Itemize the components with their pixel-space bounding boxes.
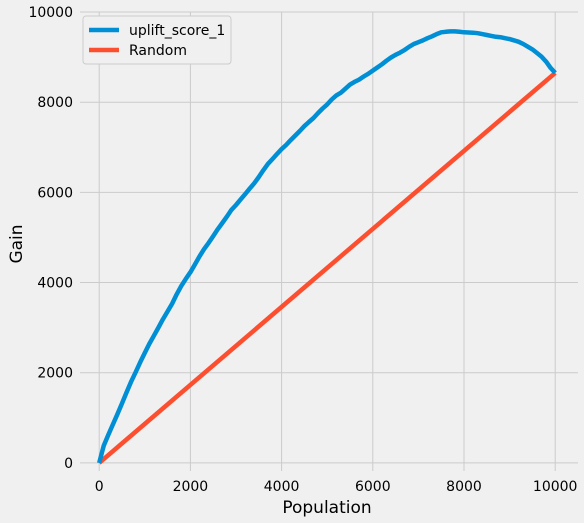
y-tick-labels: 0 2000 4000 6000 8000 10000 xyxy=(28,5,73,472)
legend-box xyxy=(82,15,232,65)
legend: uplift_score_1 Random xyxy=(82,15,232,65)
x-tick-label: 4000 xyxy=(264,479,300,495)
y-tick-label: 6000 xyxy=(37,185,73,201)
series-line-random xyxy=(97,71,557,465)
series-line-uplift-score-1 xyxy=(97,29,557,464)
legend-label-random: Random xyxy=(129,43,187,59)
x-tick-label: 8000 xyxy=(446,479,482,495)
y-tick-label: 8000 xyxy=(37,95,73,111)
x-tick-label: 0 xyxy=(95,479,104,495)
grid xyxy=(80,11,578,471)
x-axis-label: Population xyxy=(282,498,371,518)
y-tick-label: 10000 xyxy=(28,5,73,21)
x-tick-label: 6000 xyxy=(355,479,391,495)
y-tick-label: 0 xyxy=(64,456,73,472)
y-axis-label: Gain xyxy=(7,224,27,263)
y-tick-label: 4000 xyxy=(37,276,73,292)
x-tick-label: 2000 xyxy=(173,479,209,495)
series-lines xyxy=(97,29,557,465)
x-tick-label: 10000 xyxy=(533,479,578,495)
y-tick-label: 2000 xyxy=(37,366,73,382)
x-tick-labels: 0 2000 4000 6000 8000 10000 xyxy=(95,479,578,495)
legend-label-uplift-score-1: uplift_score_1 xyxy=(129,23,225,39)
